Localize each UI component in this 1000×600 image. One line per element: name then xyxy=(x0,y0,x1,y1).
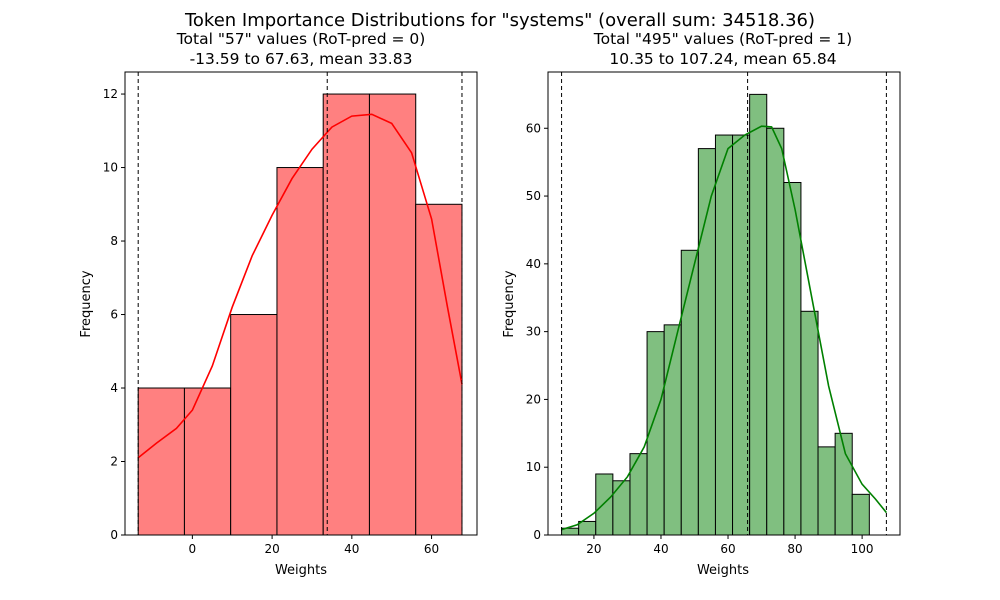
left-histogram-plot: 0 20 40 60 0 2 4 6 8 10 12 xyxy=(103,71,478,556)
left-axes-frame xyxy=(124,71,478,536)
left-kde-line xyxy=(137,113,463,459)
right-ytick-label-5: 50 xyxy=(526,189,541,203)
right-bar-6 xyxy=(663,324,682,536)
right-xtick-label-2: 60 xyxy=(720,542,735,556)
right-ylabel: Frequency xyxy=(502,270,517,337)
right-bar-4 xyxy=(629,453,648,536)
right-bar-13 xyxy=(783,181,802,536)
left-xtick-label-3: 60 xyxy=(424,542,439,556)
left-xlabel: Weights xyxy=(275,563,327,578)
right-ytick-label-6: 60 xyxy=(526,121,541,135)
right-bar-1 xyxy=(578,520,597,536)
right-bar-10 xyxy=(732,134,751,536)
right-bar-11 xyxy=(749,93,768,536)
left-ytick-label-0: 0 xyxy=(110,528,118,542)
left-ytick-label-1: 2 xyxy=(110,455,118,469)
right-xtick-label-4: 100 xyxy=(851,542,874,556)
right-xtick-label-0: 20 xyxy=(586,542,601,556)
right-bar-17 xyxy=(851,493,870,536)
left-ytick-label-6: 12 xyxy=(103,87,118,101)
right-bar-9 xyxy=(714,134,734,536)
left-ytick-label-3: 6 xyxy=(110,308,118,322)
left-bar-5 xyxy=(368,93,417,536)
right-ytick-label-2: 20 xyxy=(526,392,541,406)
left-title-line2: -13.59 to 67.63, mean 33.83 xyxy=(190,50,413,68)
right-ytick-label-1: 10 xyxy=(526,460,541,474)
right-xtick-label-1: 40 xyxy=(653,542,668,556)
left-bar-3 xyxy=(276,167,324,536)
right-xtick-label-3: 80 xyxy=(787,542,802,556)
right-kde-line xyxy=(561,125,888,531)
left-ytick-label-4: 8 xyxy=(110,234,118,248)
right-bar-7 xyxy=(680,249,699,536)
right-bar-8 xyxy=(697,148,716,536)
right-ytick-label-0: 0 xyxy=(533,528,541,542)
left-bar-1 xyxy=(183,387,232,536)
left-xtick-label-0: 0 xyxy=(189,542,197,556)
figure-suptitle: Token Importance Distributions for "syst… xyxy=(184,10,815,31)
left-bar-2 xyxy=(230,314,278,536)
right-title-line1: Total "495" values (RoT-pred = 1) xyxy=(593,30,852,48)
right-title-line2: 10.35 to 107.24, mean 65.84 xyxy=(609,50,836,68)
left-ylabel: Frequency xyxy=(79,270,94,337)
right-bar-12 xyxy=(766,127,785,536)
left-xtick-label-2: 40 xyxy=(344,542,359,556)
left-ytick-label-5: 10 xyxy=(103,161,118,175)
right-bar-15 xyxy=(817,446,836,536)
left-xtick-label-1: 20 xyxy=(264,542,279,556)
left-bar-0 xyxy=(137,387,185,536)
right-bar-2 xyxy=(595,473,614,536)
right-histogram-plot: 20 40 60 80 100 0 10 20 30 40 50 60 xyxy=(526,71,901,556)
right-axes-frame xyxy=(547,71,901,536)
left-bar-4 xyxy=(322,93,370,536)
right-xlabel: Weights xyxy=(697,563,749,578)
right-ytick-label-4: 40 xyxy=(526,257,541,271)
right-bar-14 xyxy=(800,310,819,536)
left-bar-6 xyxy=(415,203,463,536)
right-ytick-label-3: 30 xyxy=(526,325,541,339)
left-ytick-label-2: 4 xyxy=(110,381,118,395)
right-bar-3 xyxy=(612,480,631,536)
left-title-line1: Total "57" values (RoT-pred = 0) xyxy=(176,30,426,48)
